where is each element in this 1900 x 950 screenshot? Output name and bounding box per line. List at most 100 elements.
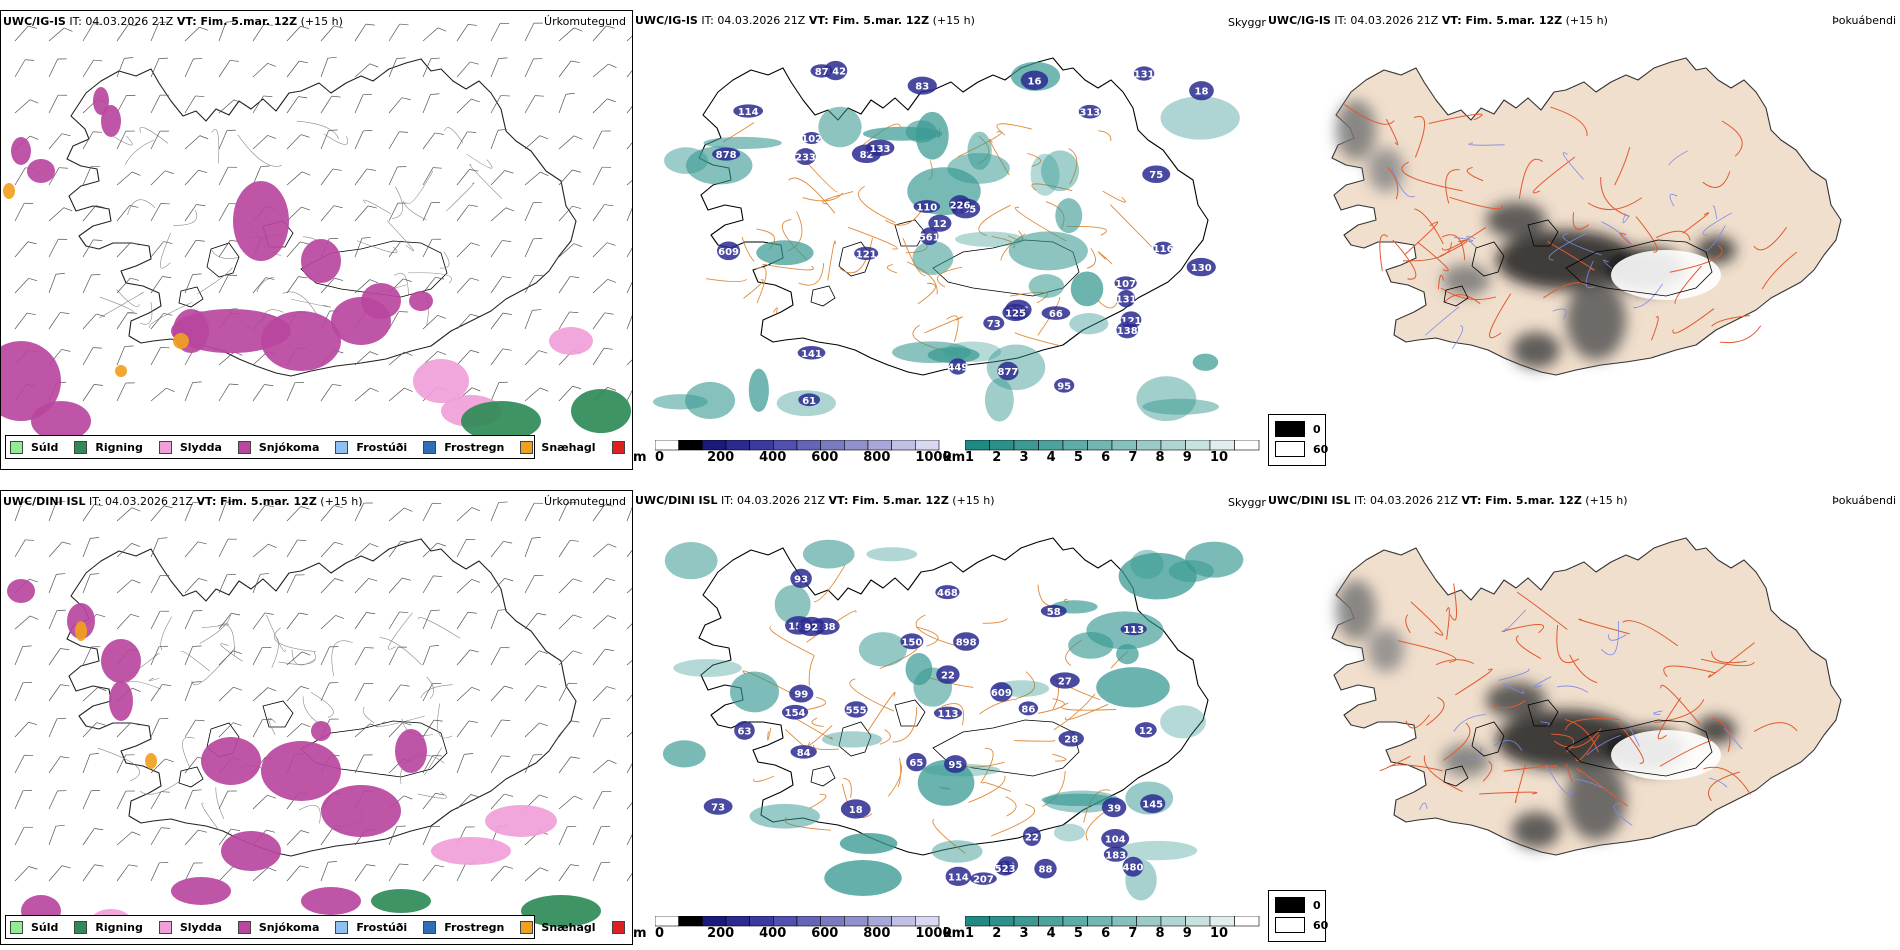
cloud-base-label: 93 [794,574,808,585]
precip-legend-item: Slydda [158,920,222,934]
precip-legend-label: Slydda [179,920,222,934]
ceiling_bar-tick: 800 [863,450,891,465]
visibility_bar-tick: 6 [1101,450,1111,465]
cloud-base-label: 131 [1134,70,1155,81]
fog-legend-item: 0 [1275,897,1321,913]
precip-legend-swatch [74,920,88,934]
precip-legend-item: Súld [10,920,59,934]
cloud-base-label: 18 [849,805,863,816]
cloud-base-label: 561 [919,232,940,243]
precip-legend-item: Slydda [158,440,222,454]
visibility_bar-swatches [965,440,1260,451]
visibility_bar-tick: 9 [1182,450,1192,465]
ceiling-colorbar: m 0 200 400 600 800 1000 [633,914,952,944]
cloud-base-label: 313 [1079,108,1100,119]
cloud-base-label: 66 [1049,309,1063,320]
visibility_bar-tick: 2 [992,926,1002,941]
precip-legend-item: Frostúði [335,920,407,934]
precip-legend-swatch [611,440,625,454]
cloud-base-label: 102 [801,134,822,145]
ceiling_bar-swatches [655,440,940,451]
precip-legend: Súld Rigning Slydda Snjókoma Frostúði Frostre… [5,435,625,459]
cloud-base-label: 878 [716,150,737,161]
header-top-cloud: UWC/IG-IS IT: 04.03.2026 21Z VT: Fim. 5.… [635,14,975,27]
ceiling_bar-unit: m [633,450,647,465]
cloud-base-label: 63 [738,726,752,737]
cloud-base-label: 130 [1191,263,1212,274]
precip-legend-swatch [611,920,625,934]
ceiling_bar-tick: 400 [759,926,787,941]
fog-legend-swatch [1275,421,1305,437]
precip-legend-swatch [237,440,251,454]
cloud-base-label: 207 [973,875,994,886]
visibility-colorbar: km 1 2 3 4 5 6 7 8 9 10 [943,914,1263,944]
precip-legend-swatch [10,920,23,934]
visibility_bar-tick: 8 [1155,926,1165,941]
fog-legend-label: 0 [1313,898,1321,912]
visibility_bar-tick: 5 [1073,450,1083,465]
cloud-base-label: 12 [1139,726,1153,737]
precip-map-top: UWC/IG-IS IT: 04.03.2026 21Z VT: Fim. 5.… [0,10,633,470]
precip-legend-label: Rigning [95,920,143,934]
cloud-map-bottom-svg: 3922278988428480609221131148663131218207… [662,537,1244,901]
fog-legend-item: 0 [1275,421,1321,437]
cloud-base-label: 104 [1105,835,1126,846]
cloud-base-label: 28 [1064,735,1078,746]
cloud-base-label: 86 [1021,704,1035,715]
visibility_bar-tick: 7 [1128,926,1138,941]
ceiling_bar-tick: 800 [863,926,891,941]
visibility_bar-tick: 4 [1046,926,1056,941]
visibility_bar-tick: 2 [992,450,1002,465]
cloud-base-label: 114 [738,107,759,118]
visibility_bar-tick: 8 [1155,450,1165,465]
precip-legend-item: Haglél [611,920,632,934]
panel-title-fog: Þokuábendi [1832,494,1896,507]
header-bottom-fog: UWC/DINI ISL IT: 04.03.2026 21Z VT: Fim.… [1268,494,1628,507]
precip-legend-label: Snæhagl [541,920,596,934]
cloud-base-label: 22 [941,671,955,682]
cloud-base-label: 480 [1123,863,1144,874]
ceiling_bar-tick: 1000 [915,926,952,941]
fog-map-bottom-svg [1331,537,1842,856]
cloud-base-label: 121 [1121,316,1142,327]
cloud-base-label: 65 [909,758,923,769]
fog-legend-swatch [1275,441,1305,457]
visibility_bar-tick: 7 [1128,450,1138,465]
ceiling_bar-tick: 0 [655,926,665,941]
cloud-base-label: 95 [1057,381,1071,392]
cloud-map-bottom: 3922278988428480609221131148663131218207… [633,490,1266,945]
fog-legend-swatch [1275,917,1305,933]
cloud-base-label: 138 [1117,326,1138,337]
panel-title-precip: Úrkomutegund [544,15,626,28]
precip-map-top-svg [1,20,632,441]
precip-legend-label: Rigning [95,440,143,454]
cloud-base-label: 88 [1039,865,1053,876]
precip-legend-swatch [335,920,349,934]
precip-legend-label: Slydda [179,440,222,454]
cloud-base-label: 39 [1107,803,1121,814]
fog-legend-label: 0 [1313,422,1321,436]
precip-legend-label: Súld [31,440,59,454]
precip-map-bottom-svg [7,500,632,933]
precip-legend-swatch [423,440,437,454]
visibility_bar-tick: 3 [1019,450,1029,465]
cloud-base-label: 877 [998,367,1019,378]
precip-legend-swatch [158,920,172,934]
fog-legend-label: 60 [1313,442,1329,456]
cloud-base-label: 107 [1115,279,1136,290]
cloud-base-label: 61 [802,396,816,407]
precip-legend-swatch [158,440,172,454]
cloud-base-label: 16 [1027,76,1041,87]
cloud-base-label: 84 [797,748,811,759]
visibility_bar-swatches [965,916,1260,927]
precip-legend-label: Frostúði [356,440,408,454]
cloud-base-label: 154 [785,708,806,719]
ceiling_bar-tick: 1000 [915,450,952,465]
precip-legend-label: Súld [31,920,59,934]
fog-legend-swatch [1275,897,1305,913]
panel-title-precip: Úrkomutegund [544,495,626,508]
precip-legend-item: Súld [10,440,59,454]
ceiling_bar-unit: m [633,926,647,941]
header-top-fog: UWC/IG-IS IT: 04.03.2026 21Z VT: Fim. 5.… [1268,14,1608,27]
precip-legend: Súld Rigning Slydda Snjókoma Frostúði Frostre… [5,915,625,939]
